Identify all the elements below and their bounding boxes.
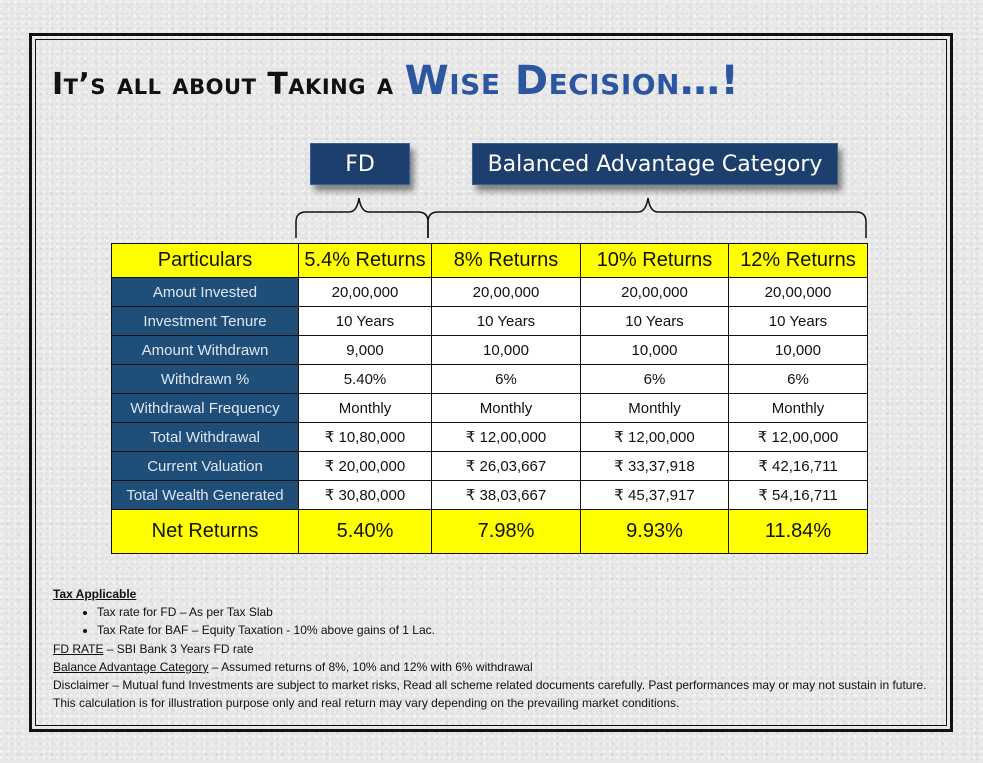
table-cell: 10,000 xyxy=(580,335,729,365)
table-cell: ₹ 26,03,667 xyxy=(431,451,581,481)
table-row: Amout Invested 20,00,000 20,00,000 20,00… xyxy=(111,277,868,307)
fd-rate-note: FD RATE – SBI Bank 3 Years FD rate xyxy=(53,640,933,658)
table-header-row: Particulars 5.4% Returns 8% Returns 10% … xyxy=(111,243,868,278)
header-cell: 8% Returns xyxy=(431,243,581,278)
returns-table: Particulars 5.4% Returns 8% Returns 10% … xyxy=(111,243,868,554)
headline: It’s all about Taking a Wise Decision…! xyxy=(52,58,739,104)
bac-label: Balance Advantage Category xyxy=(53,659,209,674)
table-cell: ₹ 33,37,918 xyxy=(580,451,729,481)
table-cell: 10,000 xyxy=(431,335,581,365)
headline-part1: It’s all about Taking a xyxy=(52,67,405,102)
table-cell: ₹ 45,37,917 xyxy=(580,480,729,510)
baf-brace xyxy=(427,197,867,238)
bac-text: – Assumed returns of 8%, 10% and 12% wit… xyxy=(208,659,533,674)
net-returns-cell: 7.98% xyxy=(431,509,581,554)
tax-heading: Tax Applicable xyxy=(53,587,137,601)
table-row: Current Valuation ₹ 20,00,000 ₹ 26,03,66… xyxy=(111,451,868,481)
header-cell: 12% Returns xyxy=(728,243,868,278)
table-cell: Monthly xyxy=(728,393,868,423)
table-cell: ₹ 10,80,000 xyxy=(298,422,432,452)
row-label: Current Valuation xyxy=(111,451,299,481)
net-returns-cell: 5.40% xyxy=(298,509,432,554)
header-cell: 5.4% Returns xyxy=(298,243,432,278)
table-cell: ₹ 20,00,000 xyxy=(298,451,432,481)
table-cell: 6% xyxy=(431,364,581,394)
table-row: Investment Tenure 10 Years 10 Years 10 Y… xyxy=(111,306,868,336)
row-label: Amout Invested xyxy=(111,277,299,307)
table-cell: ₹ 12,00,000 xyxy=(580,422,729,452)
table-cell: 20,00,000 xyxy=(431,277,581,307)
fd-group-label: FD xyxy=(310,143,410,185)
table-cell: Monthly xyxy=(580,393,729,423)
row-label: Amount Withdrawn xyxy=(111,335,299,365)
row-label: Withdrawn % xyxy=(111,364,299,394)
table-cell: 10 Years xyxy=(580,306,729,336)
row-label: Total Withdrawal xyxy=(111,422,299,452)
table-cell: 6% xyxy=(580,364,729,394)
outer-frame xyxy=(29,33,953,732)
bac-note: Balance Advantage Category – Assumed ret… xyxy=(53,658,933,676)
tax-list: Tax rate for FD – As per Tax Slab Tax Ra… xyxy=(53,603,933,639)
table-cell: ₹ 30,80,000 xyxy=(298,480,432,510)
table-cell: ₹ 38,03,667 xyxy=(431,480,581,510)
header-cell: Particulars xyxy=(111,243,299,278)
table-cell: ₹ 54,16,711 xyxy=(728,480,868,510)
tax-bullet: Tax Rate for BAF – Equity Taxation - 10%… xyxy=(97,621,933,639)
table-cell: ₹ 42,16,711 xyxy=(728,451,868,481)
table-cell: ₹ 12,00,000 xyxy=(431,422,581,452)
table-cell: Monthly xyxy=(298,393,432,423)
table-cell: 20,00,000 xyxy=(298,277,432,307)
row-label: Total Wealth Generated xyxy=(111,480,299,510)
headline-part2: Wise Decision…! xyxy=(404,58,740,104)
table-cell: Monthly xyxy=(431,393,581,423)
table-cell: 20,00,000 xyxy=(728,277,868,307)
table-cell: 10,000 xyxy=(728,335,868,365)
disclaimer: Disclaimer – Mutual fund Investments are… xyxy=(53,678,927,711)
table-row: Total Wealth Generated ₹ 30,80,000 ₹ 38,… xyxy=(111,480,868,510)
table-cell: 9,000 xyxy=(298,335,432,365)
fd-rate-text: – SBI Bank 3 Years FD rate xyxy=(103,641,254,656)
row-label: Withdrawal Frequency xyxy=(111,393,299,423)
tax-bullet: Tax rate for FD – As per Tax Slab xyxy=(97,603,933,621)
table-cell: 10 Years xyxy=(298,306,432,336)
header-cell: 10% Returns xyxy=(580,243,729,278)
fd-rate-label: FD RATE xyxy=(53,641,104,656)
baf-group-label: Balanced Advantage Category xyxy=(472,143,838,185)
net-returns-cell: 9.93% xyxy=(580,509,729,554)
table-cell: 10 Years xyxy=(431,306,581,336)
fd-brace xyxy=(295,197,429,238)
table-cell: 6% xyxy=(728,364,868,394)
net-returns-label: Net Returns xyxy=(111,509,299,554)
table-cell: ₹ 12,00,000 xyxy=(728,422,868,452)
inner-frame xyxy=(35,39,947,726)
row-label: Investment Tenure xyxy=(111,306,299,336)
table-row: Amount Withdrawn 9,000 10,000 10,000 10,… xyxy=(111,335,868,365)
table-cell: 10 Years xyxy=(728,306,868,336)
table-row: Withdrawal Frequency Monthly Monthly Mon… xyxy=(111,393,868,423)
notes-section: Tax Applicable Tax rate for FD – As per … xyxy=(53,585,933,712)
table-row: Withdrawn % 5.40% 6% 6% 6% xyxy=(111,364,868,394)
table-row: Total Withdrawal ₹ 10,80,000 ₹ 12,00,000… xyxy=(111,422,868,452)
table-cell: 20,00,000 xyxy=(580,277,729,307)
table-cell: 5.40% xyxy=(298,364,432,394)
net-returns-cell: 11.84% xyxy=(728,509,868,554)
net-returns-row: Net Returns 5.40% 7.98% 9.93% 11.84% xyxy=(111,509,868,554)
